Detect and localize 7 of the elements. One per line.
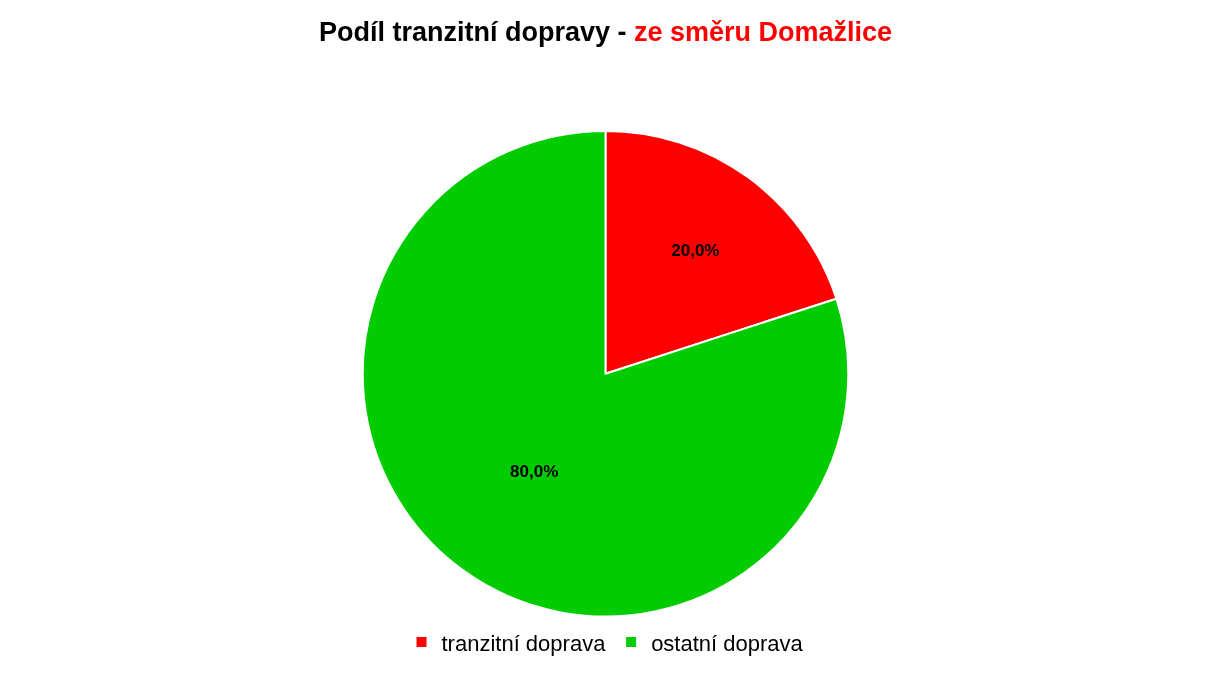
data-label: 20,0% bbox=[671, 240, 720, 260]
data-label: 80,0% bbox=[510, 462, 559, 482]
legend-label: ostatní doprava bbox=[651, 630, 804, 656]
chart-title: Podíl tranzitní dopravy - bbox=[318, 16, 627, 47]
chart-subtitle: ze směru Domažlice bbox=[633, 16, 893, 47]
legend-label: tranzitní doprava bbox=[441, 630, 607, 656]
pie-slice bbox=[361, 129, 849, 618]
